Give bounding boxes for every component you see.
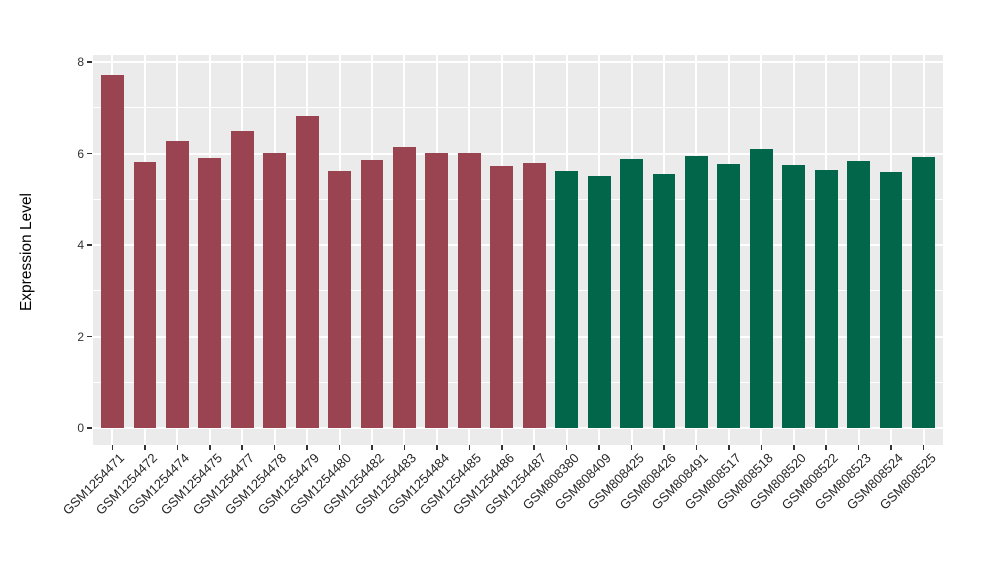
bar-GSM1254474 [165, 141, 189, 428]
x-tick [176, 445, 179, 450]
y-tick-label: 8 [77, 55, 84, 69]
x-tick [663, 445, 665, 450]
bar-GSM1254479 [295, 116, 319, 428]
bar-GSM1254487 [522, 163, 546, 428]
plot-panel [93, 55, 943, 445]
bar-GSM1254480 [328, 170, 351, 428]
x-tick [436, 445, 438, 450]
bar-GSM1254486 [490, 165, 514, 428]
bar-GSM1254475 [198, 158, 222, 428]
x-tick [793, 445, 795, 450]
x-tick [598, 445, 600, 450]
x-tick [890, 445, 892, 450]
x-tick [241, 445, 243, 450]
bar-GSM1254477 [230, 131, 254, 428]
bar-GSM1254471 [101, 74, 124, 428]
bar-GSM1254485 [457, 152, 481, 428]
x-tick [760, 445, 763, 450]
x-tick [533, 445, 535, 450]
x-tick [825, 445, 827, 450]
x-tick [111, 445, 114, 450]
bar-GSM808425 [620, 158, 643, 428]
x-tick [144, 445, 146, 450]
y-tick [87, 335, 92, 338]
gridline-major-h [93, 244, 943, 246]
x-tick [857, 445, 860, 450]
bar-GSM808520 [782, 165, 806, 428]
bar-GSM1254478 [263, 153, 287, 428]
gridline-major-h [93, 61, 943, 63]
y-tick-label: 0 [77, 421, 84, 435]
gridline-major-h [93, 427, 943, 429]
y-tick [87, 427, 92, 429]
bar-GSM1254482 [360, 159, 384, 428]
bar-GSM808525 [912, 157, 935, 428]
bar-GSM808426 [652, 173, 676, 428]
y-axis-title: Expression Level [18, 192, 35, 312]
bar-GSM808409 [587, 175, 611, 428]
bar-GSM808518 [749, 149, 773, 428]
gridline-minor-h [93, 290, 943, 292]
y-tick-label: 6 [77, 146, 84, 161]
x-tick [338, 445, 341, 450]
y-tick [87, 61, 92, 63]
x-tick [630, 445, 633, 450]
bar-GSM808523 [847, 160, 871, 428]
y-tick [87, 244, 92, 246]
bar-GSM1254472 [133, 162, 157, 428]
x-tick [922, 445, 925, 450]
bar-GSM808522 [814, 169, 838, 428]
gridline-minor-h [93, 381, 943, 383]
y-tick-label: 2 [77, 329, 84, 344]
x-tick [695, 445, 698, 450]
x-tick [501, 445, 503, 450]
x-tick [728, 445, 730, 450]
bar-GSM808380 [555, 170, 579, 428]
x-tick [565, 445, 568, 450]
gridline-major-h [93, 152, 943, 155]
x-tick [209, 445, 211, 450]
y-tick [87, 152, 92, 155]
bar-GSM1254483 [393, 146, 416, 428]
x-tick [306, 445, 308, 450]
x-tick [371, 445, 373, 450]
y-tick-label: 4 [77, 238, 84, 252]
bar-GSM808524 [879, 171, 903, 428]
bar-GSM808491 [685, 155, 708, 428]
x-tick [468, 445, 471, 450]
x-tick [273, 445, 276, 450]
gridline-minor-h [93, 107, 943, 109]
bar-GSM808517 [717, 164, 741, 428]
gridline-minor-h [93, 198, 943, 200]
gridline-major-h [93, 335, 943, 338]
bar-GSM1254484 [425, 153, 449, 428]
x-tick [403, 445, 406, 450]
